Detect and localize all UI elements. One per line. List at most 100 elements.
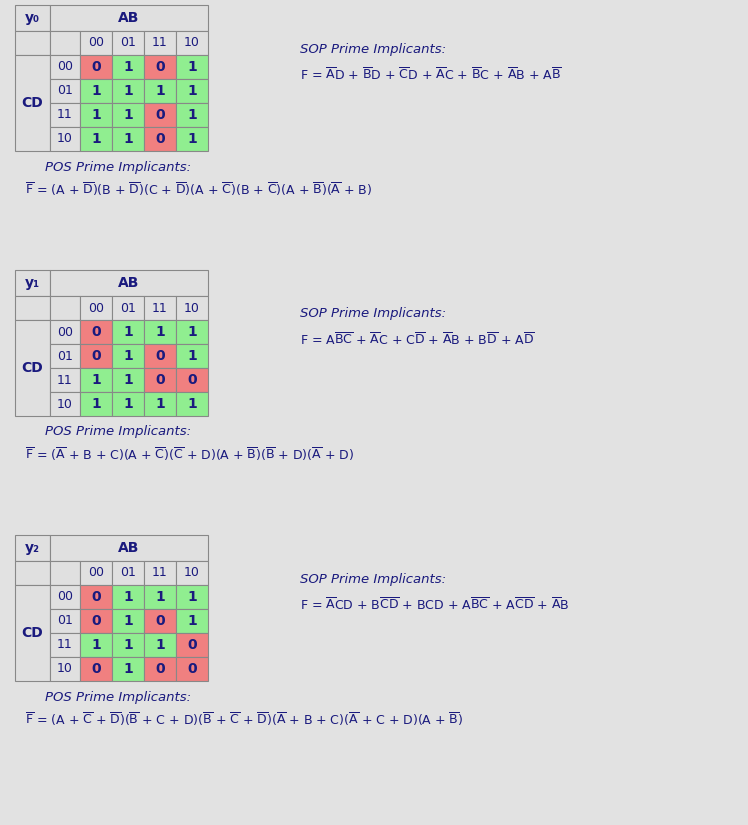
Text: POS Prime Implicants:: POS Prime Implicants: <box>45 691 191 704</box>
Text: 10: 10 <box>184 567 200 579</box>
Bar <box>176 31 208 55</box>
Bar <box>50 31 80 55</box>
Bar <box>176 585 208 609</box>
Text: 1: 1 <box>187 84 197 98</box>
Text: 1: 1 <box>91 638 101 652</box>
Bar <box>112 103 144 127</box>
Bar <box>112 657 144 681</box>
Text: 0: 0 <box>155 349 165 363</box>
Text: 1: 1 <box>155 84 165 98</box>
Text: AB: AB <box>118 276 140 290</box>
Text: 1: 1 <box>155 590 165 604</box>
Text: 01: 01 <box>57 84 73 97</box>
Text: 0: 0 <box>155 662 165 676</box>
Bar <box>80 585 112 609</box>
Text: 1: 1 <box>155 638 165 652</box>
Bar <box>50 561 80 585</box>
Bar <box>144 585 176 609</box>
Text: 10: 10 <box>57 398 73 411</box>
Bar <box>112 344 144 368</box>
Text: 1: 1 <box>187 590 197 604</box>
Text: 0: 0 <box>91 614 101 628</box>
Bar <box>15 561 50 585</box>
Bar <box>50 633 80 657</box>
Bar <box>50 609 80 633</box>
Bar <box>50 585 80 609</box>
Bar <box>144 103 176 127</box>
Text: 01: 01 <box>120 36 136 50</box>
Text: 1: 1 <box>123 349 133 363</box>
Bar <box>15 270 50 296</box>
Text: 00: 00 <box>57 326 73 338</box>
Bar <box>112 633 144 657</box>
Bar <box>80 127 112 151</box>
Bar <box>144 127 176 151</box>
Bar <box>176 344 208 368</box>
Text: 0: 0 <box>91 662 101 676</box>
Bar <box>80 392 112 416</box>
Text: CD: CD <box>22 626 43 640</box>
Text: 1: 1 <box>123 638 133 652</box>
Bar <box>176 368 208 392</box>
Bar <box>144 296 176 320</box>
Bar <box>15 5 50 31</box>
Bar <box>15 296 50 320</box>
Text: y₀: y₀ <box>25 11 40 25</box>
Text: 11: 11 <box>57 639 73 652</box>
Bar <box>112 79 144 103</box>
Text: 01: 01 <box>120 567 136 579</box>
Text: 1: 1 <box>123 614 133 628</box>
Text: F = $\overline{\rm A}$D + $\overline{\rm B}$D + $\overline{\rm C}$D + $\overline: F = $\overline{\rm A}$D + $\overline{\rm… <box>300 67 562 83</box>
Bar <box>15 585 50 681</box>
Text: 00: 00 <box>88 301 104 314</box>
Bar <box>112 585 144 609</box>
Text: 00: 00 <box>88 36 104 50</box>
Text: 1: 1 <box>91 84 101 98</box>
Text: 01: 01 <box>120 301 136 314</box>
Bar <box>50 79 80 103</box>
Text: 1: 1 <box>187 132 197 146</box>
Bar <box>112 609 144 633</box>
Text: 0: 0 <box>155 614 165 628</box>
Text: 10: 10 <box>57 662 73 676</box>
Bar <box>144 79 176 103</box>
Bar <box>50 55 80 79</box>
Text: 1: 1 <box>91 108 101 122</box>
Text: 1: 1 <box>187 349 197 363</box>
Bar <box>112 368 144 392</box>
Text: 10: 10 <box>184 301 200 314</box>
Bar <box>112 31 144 55</box>
Text: 1: 1 <box>123 84 133 98</box>
Text: 00: 00 <box>88 567 104 579</box>
Bar <box>80 657 112 681</box>
Bar <box>176 127 208 151</box>
Bar <box>50 270 208 296</box>
Bar <box>80 561 112 585</box>
Bar <box>144 368 176 392</box>
Text: 0: 0 <box>155 373 165 387</box>
Bar <box>50 5 208 31</box>
Bar <box>144 392 176 416</box>
Bar <box>80 103 112 127</box>
Text: 11: 11 <box>152 36 168 50</box>
Bar <box>50 657 80 681</box>
Bar <box>15 320 50 416</box>
Text: 1: 1 <box>123 373 133 387</box>
Bar <box>176 657 208 681</box>
Text: $\overline{\rm F}$ = ($\overline{\rm A}$ + B + C)(A + $\overline{\rm C}$)($\over: $\overline{\rm F}$ = ($\overline{\rm A}$… <box>25 446 354 463</box>
Text: 1: 1 <box>187 614 197 628</box>
Bar <box>50 320 80 344</box>
Text: AB: AB <box>118 11 140 25</box>
Text: 1: 1 <box>123 397 133 411</box>
Bar <box>144 31 176 55</box>
Text: 1: 1 <box>187 108 197 122</box>
Bar <box>15 55 50 151</box>
Text: 1: 1 <box>123 325 133 339</box>
Text: 0: 0 <box>155 60 165 74</box>
Bar <box>80 368 112 392</box>
Bar <box>80 320 112 344</box>
Bar <box>176 561 208 585</box>
Bar <box>80 79 112 103</box>
Text: 11: 11 <box>152 301 168 314</box>
Text: 01: 01 <box>57 350 73 362</box>
